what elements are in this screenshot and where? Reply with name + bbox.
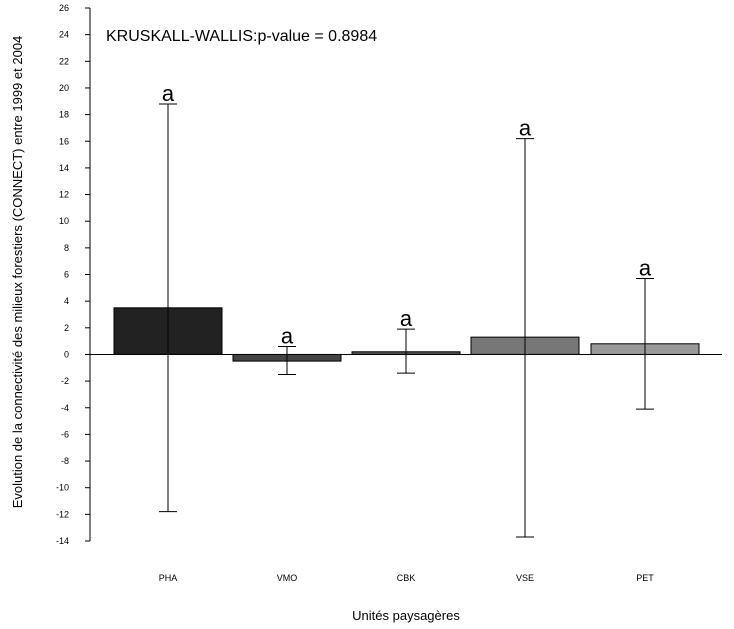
significance-letter: a [281,323,294,348]
y-tick-label: 22 [59,56,69,66]
y-tick-label: -14 [56,536,69,546]
significance-letter: a [162,81,175,106]
y-tick-label: 26 [59,3,69,13]
significance-letters: a a a a a [162,81,652,349]
significance-letter: a [639,255,652,280]
category-label-cbk: CBK [397,573,416,583]
test-annotation: KRUSKALL-WALLIS:p-value = 0.8984 [106,28,377,45]
y-tick-label: 2 [64,323,69,333]
y-tick-label: 14 [59,163,69,173]
category-label-vmo: VMO [277,573,298,583]
error-bars [159,103,654,538]
y-tick-label: -2 [61,376,69,386]
y-tick-label: 24 [59,30,69,40]
y-tick-label: 10 [59,216,69,226]
y-tick-label: 18 [59,110,69,120]
significance-letter: a [519,116,532,141]
category-labels: PHA VMO CBK VSE PET [159,573,655,583]
y-tick-label: -4 [61,403,69,413]
significance-letter: a [400,306,413,331]
y-tick-label: 4 [64,296,69,306]
y-tick-label: 8 [64,243,69,253]
y-tick-label: 0 [64,349,69,359]
category-label-pet: PET [636,573,654,583]
x-axis-title: Unités paysagères [352,608,460,623]
y-tick-label: -10 [56,483,69,493]
y-tick-label: 16 [59,136,69,146]
y-tick-label: -8 [61,456,69,466]
y-tick-label: 12 [59,190,69,200]
y-tick-label: 20 [59,83,69,93]
y-tick-label: -12 [56,509,69,519]
y-axis-title: Evolution de la connectivité des milieux… [10,36,25,509]
category-label-vse: VSE [516,573,534,583]
y-tick-label: -6 [61,429,69,439]
y-tick-label: 6 [64,270,69,280]
category-label-pha: PHA [159,573,178,583]
